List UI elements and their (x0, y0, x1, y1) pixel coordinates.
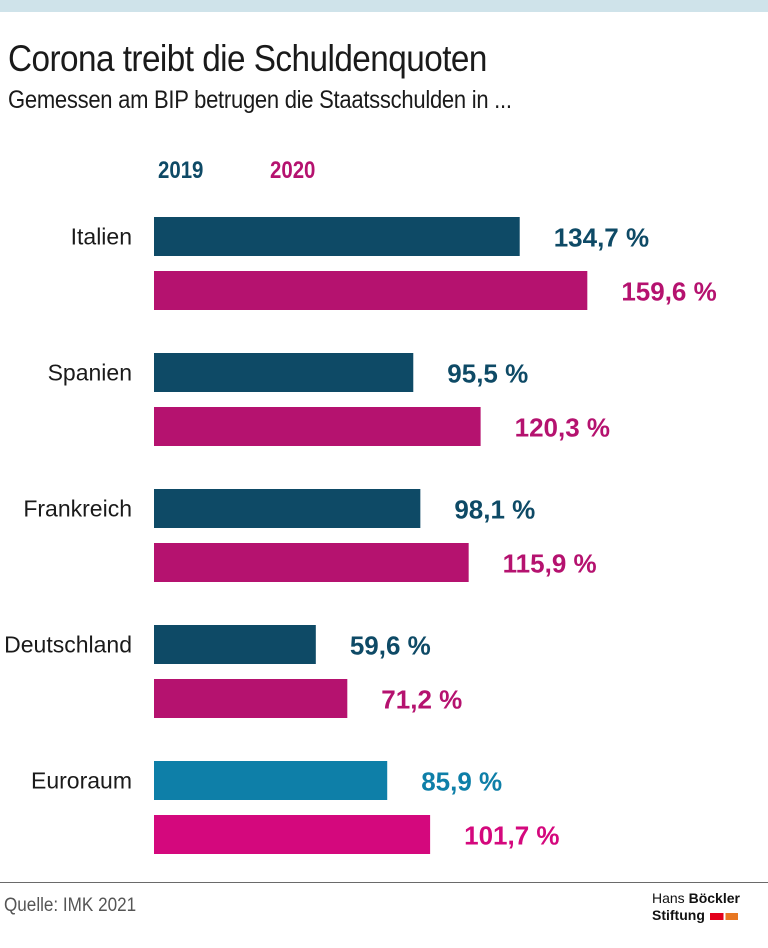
bar-spanien-2019 (154, 353, 414, 392)
source-note: Quelle: IMK 2021 (4, 895, 137, 916)
category-label-italien: Italien (71, 224, 132, 250)
legend-2019: 2019 (158, 157, 204, 184)
bar-chart: Italien 134,7 % 159,6 % Spanien 95,5 % 120,3 … (4, 217, 717, 854)
bar-frankreich-2019 (154, 489, 421, 528)
bar-deutschland-2020 (154, 679, 348, 718)
value-label-deutschland-2019: 59,6 % (350, 631, 431, 661)
bar-italien-2020 (154, 271, 588, 310)
category-label-deutschland: Deutschland (4, 632, 132, 658)
value-label-euroraum-2019: 85,9 % (421, 767, 502, 797)
value-label-frankreich-2020: 115,9 % (503, 549, 597, 579)
category-label-spanien: Spanien (48, 360, 132, 386)
bar-spanien-2020 (154, 407, 481, 446)
value-label-spanien-2020: 120,3 % (515, 413, 610, 443)
category-label-euroraum: Euroraum (31, 768, 132, 794)
hans-boeckler-logo: Hans Böckler Stiftung (652, 890, 762, 924)
chart-title: Corona treibt die Schuldenquoten (8, 38, 487, 79)
chart-subtitle: Gemessen am BIP betrugen die Staatsschul… (8, 86, 512, 114)
value-label-italien-2019: 134,7 % (554, 223, 649, 253)
bar-deutschland-2019 (154, 625, 316, 664)
value-label-deutschland-2020: 71,2 % (381, 685, 462, 715)
bar-euroraum-2019 (154, 761, 388, 800)
category-label-frankreich: Frankreich (23, 496, 132, 522)
logo-mark-icon (709, 912, 738, 920)
bar-italien-2019 (154, 217, 520, 256)
top-band (0, 0, 768, 12)
footer-divider (0, 882, 768, 883)
logo-word-boeckler: Böckler (688, 890, 740, 906)
logo-word-hans: Hans (652, 890, 685, 906)
value-label-italien-2020: 159,6 % (621, 277, 716, 307)
value-label-euroraum-2020: 101,7 % (464, 821, 559, 851)
logo-word-stiftung: Stiftung (652, 907, 705, 923)
legend-2020: 2020 (270, 157, 316, 184)
value-label-spanien-2019: 95,5 % (447, 359, 528, 389)
bar-euroraum-2020 (154, 815, 431, 854)
value-label-frankreich-2019: 98,1 % (454, 495, 535, 525)
bar-frankreich-2020 (154, 543, 469, 582)
